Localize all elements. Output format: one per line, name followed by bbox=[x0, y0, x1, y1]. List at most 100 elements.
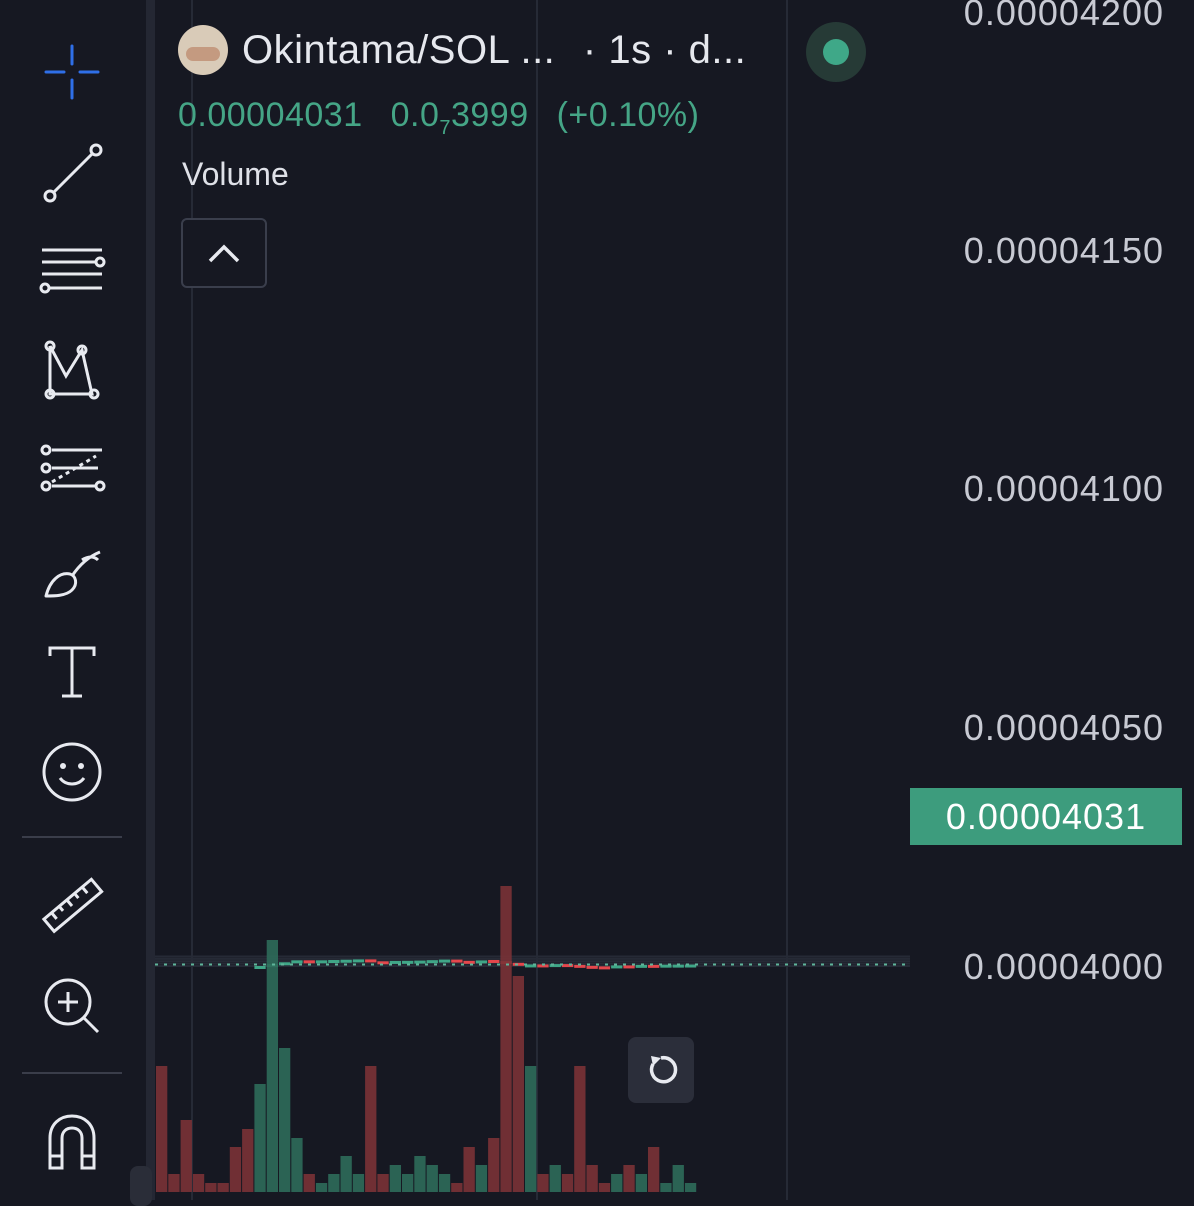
scroll-handle[interactable] bbox=[130, 1166, 152, 1206]
candle bbox=[303, 960, 315, 964]
candle bbox=[328, 960, 340, 964]
candle bbox=[377, 961, 389, 965]
horizontal-lines-tool[interactable] bbox=[22, 232, 122, 312]
volume-bar bbox=[586, 1165, 598, 1192]
toolbar-separator bbox=[146, 0, 155, 1200]
symbol-title[interactable]: Okintama/SOL ... · 1s · d... bbox=[242, 28, 746, 73]
trendline-icon bbox=[43, 143, 103, 203]
chevron-up-icon bbox=[208, 244, 240, 263]
candle bbox=[684, 964, 697, 968]
candle bbox=[451, 959, 463, 963]
candle bbox=[438, 959, 451, 963]
reset-icon bbox=[649, 1055, 678, 1084]
volume-bar bbox=[402, 1174, 414, 1192]
emoji-icon bbox=[42, 742, 102, 802]
volume-bar bbox=[242, 1129, 254, 1192]
candle bbox=[340, 959, 352, 963]
candle bbox=[426, 960, 438, 964]
coin-avatar bbox=[178, 25, 228, 75]
volume-bar bbox=[328, 1174, 340, 1192]
volume-bar bbox=[660, 1183, 672, 1192]
magnet-tool[interactable] bbox=[22, 1100, 122, 1180]
reset-chart-button[interactable] bbox=[628, 1037, 694, 1103]
volume-bar bbox=[352, 1174, 365, 1192]
candle bbox=[660, 964, 672, 968]
price-axis-label: 0.00004100 bbox=[963, 468, 1164, 509]
candle bbox=[549, 964, 561, 968]
candle bbox=[352, 959, 365, 963]
volume-bar bbox=[168, 1174, 180, 1192]
volume-bar bbox=[180, 1120, 192, 1192]
pattern-tool[interactable] bbox=[22, 332, 122, 412]
candle bbox=[463, 960, 475, 964]
volume-bar bbox=[537, 1174, 549, 1192]
candle bbox=[488, 959, 500, 963]
candle bbox=[574, 964, 586, 968]
candle bbox=[525, 964, 537, 968]
candle bbox=[586, 965, 598, 969]
trendline-tool[interactable] bbox=[22, 132, 122, 212]
volume-bar bbox=[672, 1165, 684, 1192]
candle bbox=[475, 960, 488, 964]
zoom-in-icon bbox=[44, 978, 100, 1034]
volume-bar bbox=[488, 1138, 500, 1192]
candle bbox=[561, 964, 574, 968]
interval-label: · 1s · d... bbox=[582, 27, 747, 72]
volume-bar bbox=[229, 1147, 242, 1192]
toolbar-divider bbox=[22, 836, 122, 838]
brush-tool[interactable] bbox=[22, 532, 122, 612]
price-axis-label: 0.00004150 bbox=[963, 230, 1164, 271]
last-price-value: 0.00004031 bbox=[178, 96, 363, 134]
volume-bar bbox=[192, 1174, 205, 1192]
price-axis-label: 0.00004050 bbox=[963, 707, 1164, 748]
ruler-icon bbox=[41, 877, 104, 934]
volume-bar bbox=[611, 1174, 623, 1192]
candle bbox=[611, 965, 623, 969]
chart-legend: Okintama/SOL ... · 1s · d... 0.00004031 … bbox=[178, 22, 746, 140]
toolbar-divider bbox=[22, 1072, 122, 1074]
volume-bar bbox=[254, 1084, 266, 1192]
zoom-in-tool[interactable] bbox=[22, 966, 122, 1046]
candle bbox=[365, 959, 377, 963]
volume-bar bbox=[648, 1147, 660, 1192]
volume-bar bbox=[315, 1183, 328, 1192]
candle bbox=[648, 964, 660, 968]
change-value: 0.073999 bbox=[390, 96, 529, 139]
symbol-name: Okintama/SOL ... bbox=[242, 27, 556, 72]
candle bbox=[402, 960, 414, 964]
candle bbox=[254, 966, 266, 969]
text-icon bbox=[48, 646, 96, 698]
collapse-indicator-button[interactable] bbox=[181, 218, 267, 288]
change-percent: (+0.10%) bbox=[556, 96, 700, 134]
candle bbox=[291, 960, 303, 964]
volume-bar bbox=[156, 1066, 168, 1192]
candle bbox=[512, 962, 524, 966]
candle bbox=[672, 964, 684, 968]
candle bbox=[623, 965, 635, 969]
volume-bar bbox=[475, 1165, 488, 1192]
volume-bar bbox=[291, 1138, 303, 1192]
text-tool[interactable] bbox=[22, 632, 122, 712]
volume-bar bbox=[463, 1147, 475, 1192]
volume-bar bbox=[266, 940, 278, 1192]
price-axis-label: 0.00004000 bbox=[963, 946, 1164, 987]
volume-bar bbox=[414, 1156, 426, 1192]
live-status-indicator[interactable] bbox=[806, 22, 866, 82]
candle bbox=[315, 960, 328, 964]
volume-bar bbox=[684, 1183, 697, 1192]
volume-bar bbox=[365, 1066, 377, 1192]
volume-indicator-label: Volume bbox=[182, 156, 289, 192]
ruler-tool[interactable] bbox=[22, 866, 122, 946]
volume-bar bbox=[340, 1156, 352, 1192]
volume-bar bbox=[500, 886, 512, 1192]
crosshair-tool[interactable] bbox=[22, 32, 122, 112]
candle bbox=[414, 960, 426, 964]
last-price-tag: 0.00004031 bbox=[910, 788, 1182, 845]
fib-tool[interactable] bbox=[22, 432, 122, 512]
horizontal-lines-icon bbox=[39, 248, 106, 294]
price-axis-label: 0.00004200 bbox=[963, 0, 1164, 33]
emoji-tool[interactable] bbox=[22, 732, 122, 812]
brush-icon bbox=[44, 550, 101, 598]
volume-bar bbox=[438, 1174, 451, 1192]
